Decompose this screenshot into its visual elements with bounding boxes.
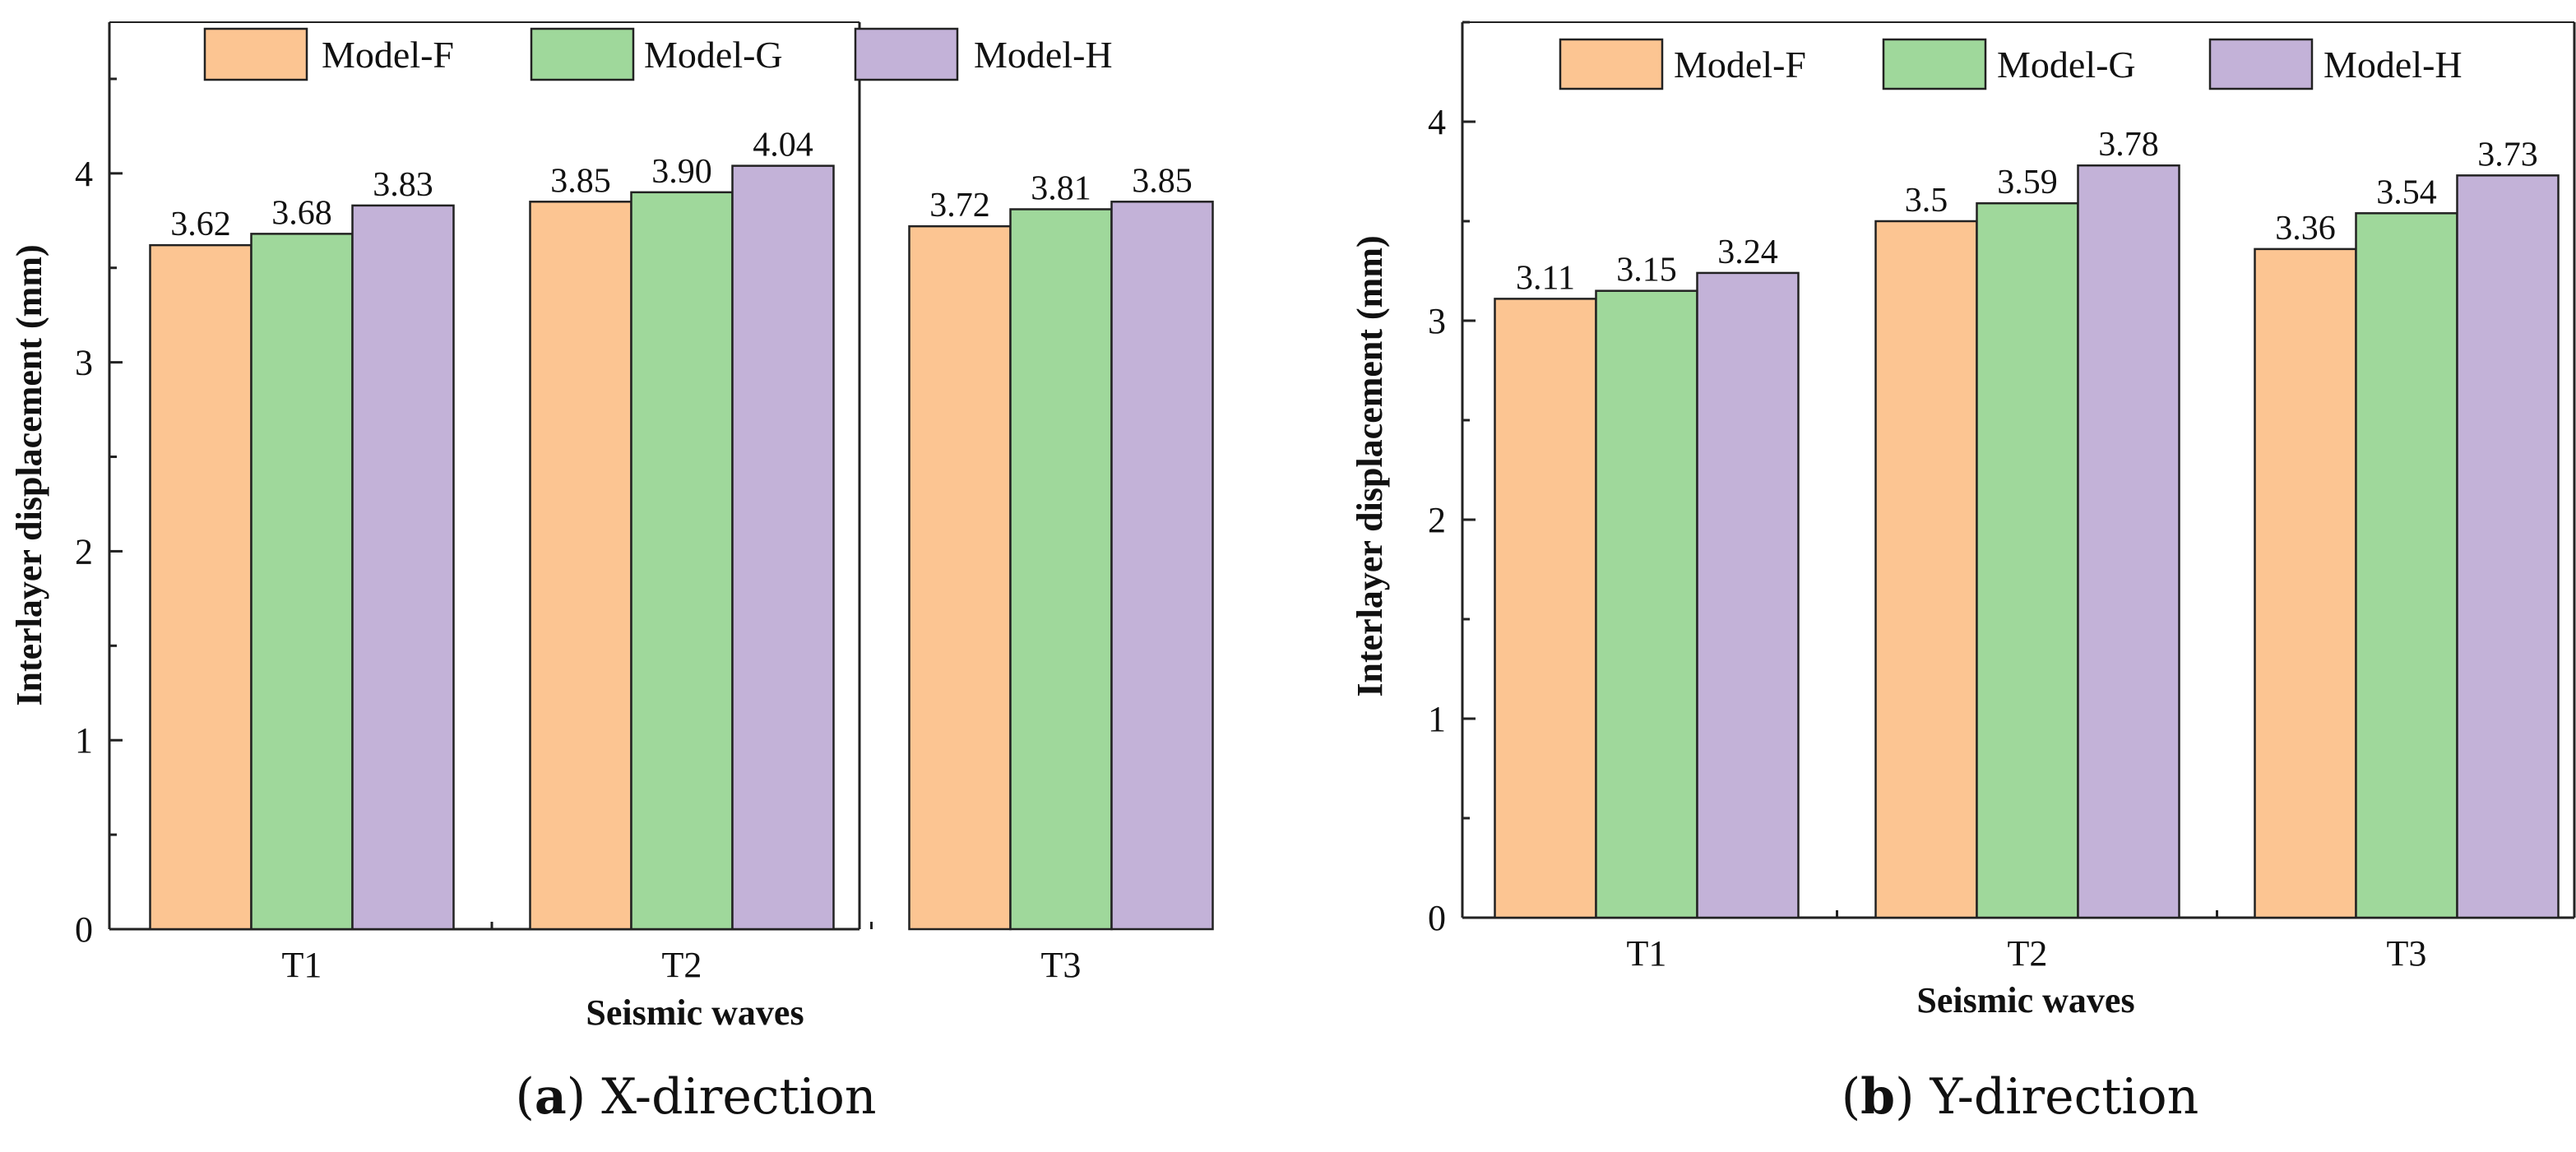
- legend-swatch-model-f: [203, 27, 308, 81]
- data-label: 3.85: [1132, 162, 1193, 200]
- legend-swatch-model-h: [854, 27, 959, 81]
- y-tick-label: 4: [75, 154, 93, 194]
- y-tick-label: 4: [1428, 102, 1446, 142]
- data-label: 3.83: [373, 166, 433, 204]
- x-tick-label-t1: T1: [1627, 933, 1667, 974]
- legend-label-model-f: Model-F: [1674, 44, 1806, 86]
- x-tick-label-t3: T3: [2387, 933, 2427, 974]
- x-tick-label-t2: T2: [662, 945, 702, 985]
- data-label: 3.15: [1616, 252, 1677, 289]
- legend-swatch-model-g: [1882, 38, 1987, 90]
- chart-panel-a: 0 1 2 3 4 T1 T2 T3 3.62 3.85 3.72 3.68 3.90 3.81 3.83 4…: [9, 21, 1214, 1126]
- data-label: 3.59: [1997, 164, 2058, 201]
- legend-swatch-model-h: [2208, 38, 2314, 90]
- data-label: 3.81: [1031, 169, 1091, 207]
- bar-model-h-t3: [1110, 201, 1214, 931]
- bar-model-f-t3: [908, 224, 1012, 931]
- bar-model-h-t2: [731, 164, 835, 931]
- legend-label-model-h: Model-H: [2323, 44, 2462, 86]
- caption-open-paren: (: [1842, 1068, 1860, 1126]
- caption-close-paren: ): [1895, 1068, 1930, 1126]
- panel-caption: (a) X-direction: [515, 1068, 876, 1126]
- legend-label-model-f: Model-F: [322, 34, 454, 76]
- bar-model-g-t2: [1976, 201, 2079, 919]
- x-tick-label-t3: T3: [1041, 945, 1082, 985]
- legend-label-model-g: Model-G: [644, 34, 783, 76]
- data-label: 3.85: [550, 162, 611, 200]
- y-tick-label: 2: [75, 531, 93, 571]
- y-tick-label: 3: [75, 343, 93, 383]
- data-label: 3.11: [1516, 259, 1575, 297]
- y-tick-label: 0: [75, 909, 93, 950]
- x-tick-label-t1: T1: [282, 945, 322, 985]
- bar-model-h-t2: [2077, 164, 2180, 919]
- data-label: 4.04: [753, 127, 813, 164]
- bar-model-f-t2: [1874, 220, 1978, 919]
- caption-letter: a: [535, 1068, 567, 1126]
- data-label: 3.24: [1717, 234, 1778, 271]
- data-label: 3.90: [651, 153, 712, 191]
- y-tick-label: 1: [1428, 699, 1446, 739]
- y-axis-title: Interlayer displacement (mm): [9, 244, 49, 706]
- data-label: 3.54: [2376, 173, 2437, 211]
- bar-model-g-t3: [2355, 212, 2458, 919]
- bar-model-f-t1: [1494, 298, 1597, 919]
- bar-model-g-t1: [1595, 289, 1698, 919]
- data-label: 3.72: [929, 187, 990, 224]
- x-tick-label-t2: T2: [2008, 933, 2048, 974]
- bar-model-g-t1: [250, 233, 354, 931]
- bar-model-h-t1: [351, 204, 455, 931]
- legend-swatch-model-f: [1559, 38, 1664, 90]
- data-label: 3.62: [170, 206, 231, 243]
- bar-model-f-t3: [2254, 248, 2357, 919]
- legend-label-model-g: Model-G: [1997, 44, 2136, 86]
- y-tick-label: 3: [1428, 301, 1446, 341]
- bar-model-f-t2: [529, 201, 632, 931]
- caption-letter: b: [1860, 1068, 1895, 1126]
- caption-title: X-direction: [601, 1068, 876, 1126]
- bar-model-g-t3: [1009, 208, 1113, 931]
- bar-model-h-t1: [1696, 271, 1800, 919]
- data-label: 3.73: [2477, 136, 2538, 173]
- caption-title: Y-direction: [1930, 1068, 2199, 1126]
- x-axis-title: Seismic waves: [1916, 980, 2134, 1020]
- y-tick-label: 0: [1428, 898, 1446, 938]
- data-label: 3.78: [2098, 126, 2159, 164]
- data-label: 3.68: [271, 194, 332, 232]
- y-tick-label: 2: [1428, 500, 1446, 540]
- y-tick-label: 1: [75, 720, 93, 761]
- caption-close-paren: ): [567, 1068, 601, 1126]
- bar-model-h-t3: [2456, 174, 2560, 919]
- legend-swatch-model-g: [530, 27, 635, 81]
- caption-open-paren: (: [515, 1068, 534, 1126]
- legend-label-model-h: Model-H: [974, 34, 1113, 76]
- y-axis-title: Interlayer displacement (mm): [1350, 235, 1390, 696]
- bar-model-g-t2: [630, 191, 734, 931]
- chart-panel-b: 0 1 2 3 4 T1 T2 T3 3.11 3.5 3.36 3.15 3.59 3.54 3.24 3.…: [1350, 21, 2576, 1126]
- panel-caption: (b) Y-direction: [1842, 1068, 2199, 1126]
- x-axis-title: Seismic waves: [586, 992, 804, 1033]
- bar-model-f-t1: [149, 243, 253, 931]
- data-label: 3.5: [1905, 182, 1948, 220]
- data-label: 3.36: [2275, 210, 2336, 248]
